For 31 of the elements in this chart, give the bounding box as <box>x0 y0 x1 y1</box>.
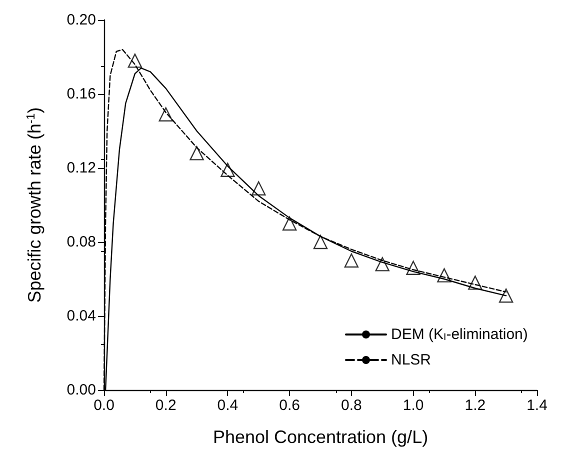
point <box>158 107 173 122</box>
x-tick-label: 1.2 <box>464 397 486 414</box>
y-tick-label: 0.08 <box>66 234 96 250</box>
legend-label: NLSR <box>391 352 432 368</box>
x-tick-label: 1.4 <box>526 397 548 414</box>
point <box>344 253 359 268</box>
x-tick-label: 0.4 <box>217 397 238 414</box>
y-tick-label: 0.16 <box>66 86 96 102</box>
x-tick-label: 1.0 <box>402 397 424 414</box>
point <box>437 268 452 282</box>
point <box>252 181 266 196</box>
point <box>313 234 328 250</box>
point <box>498 288 514 303</box>
point <box>282 216 297 231</box>
point <box>406 260 420 275</box>
x-tick-label: 0.8 <box>341 397 362 414</box>
point <box>128 54 142 68</box>
legend-label: DEM (KI-elimination) <box>391 326 528 343</box>
y-tick-label: 0.00 <box>66 382 96 398</box>
point <box>375 257 390 272</box>
x-tick-label: 0.0 <box>94 397 114 414</box>
y-tick-label: 0.04 <box>66 308 96 324</box>
point <box>220 162 235 177</box>
x-tick-label: 0.6 <box>279 397 300 414</box>
y-tick-label: 0.12 <box>66 160 96 176</box>
y-axis-title: Specific growth rate (h-1) <box>24 107 44 303</box>
x-tick-label: 0.2 <box>155 397 176 414</box>
point <box>190 146 204 160</box>
x-axis-title: Phenol Concentration (g/L) <box>212 427 428 447</box>
point <box>468 276 482 290</box>
y-tick-label: 0.20 <box>66 12 96 28</box>
